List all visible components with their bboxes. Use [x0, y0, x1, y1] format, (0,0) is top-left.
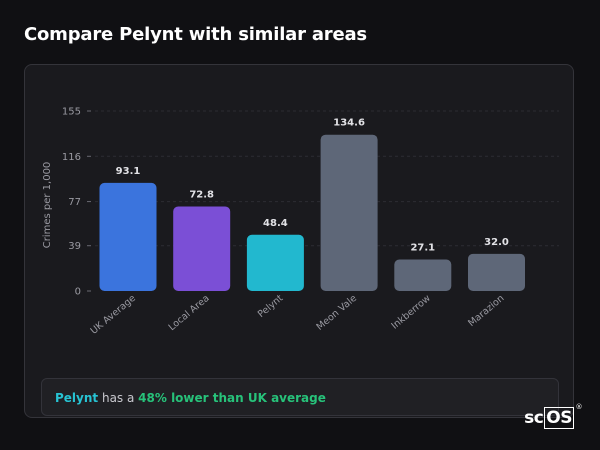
- summary-box: Pelynt has a 48% lower than UK average: [41, 378, 559, 416]
- x-tick-label: UK Average: [89, 293, 138, 337]
- x-tick-label: Inkberrow: [389, 293, 432, 332]
- y-axis-label: Crimes per 1,000: [42, 162, 53, 249]
- x-tick-label: Marazion: [466, 293, 506, 329]
- bar-inkberrow: [394, 259, 452, 291]
- y-tick-label: 116: [62, 152, 81, 163]
- data-label: 27.1: [410, 243, 435, 254]
- data-label: 134.6: [333, 118, 365, 129]
- bar-pelynt: [246, 234, 304, 291]
- y-tick-label: 77: [68, 197, 81, 208]
- x-tick-label: Meon Vale: [314, 293, 359, 333]
- x-tick-label: Pelynt: [256, 293, 286, 320]
- data-label: 48.4: [263, 218, 288, 229]
- brand-logo: sc OS ®: [524, 403, 582, 429]
- data-label: 93.1: [116, 166, 141, 177]
- y-tick-label: 155: [62, 107, 81, 118]
- logo-registered-mark: ®: [575, 403, 583, 411]
- data-label: 72.8: [189, 189, 214, 200]
- bar-local-area: [173, 206, 231, 291]
- comparison-card: 0 39 77 116 155 Crimes per 1,000 93.1 UK Aver…: [24, 64, 574, 418]
- grid-layer: [95, 110, 559, 247]
- summary-area-name: Pelynt: [55, 391, 99, 405]
- x-tick-label: Local Area: [167, 293, 212, 333]
- summary-difference: 48% lower than UK average: [138, 391, 326, 405]
- bar-uk-average: [99, 182, 157, 291]
- y-tick-label: 39: [68, 241, 81, 252]
- logo-boxed-text: OS: [544, 407, 574, 429]
- bar-chart: 0 39 77 116 155 Crimes per 1,000 93.1 UK Aver…: [42, 107, 559, 337]
- bar-layer: 93.1 UK Average 72.8 Local Area 48.4 Pelynt 13…: [89, 118, 525, 337]
- y-tick-layer: 0 39 77 116 155: [62, 107, 91, 298]
- bar-meon-vale: [320, 134, 378, 291]
- summary-connector: has a: [98, 391, 139, 405]
- data-label: 32.0: [484, 237, 509, 248]
- y-tick-label: 0: [75, 287, 81, 298]
- logo-prefix: sc: [524, 408, 544, 428]
- bar-marazion: [468, 253, 525, 291]
- page-title: Compare Pelynt with similar areas: [24, 24, 367, 45]
